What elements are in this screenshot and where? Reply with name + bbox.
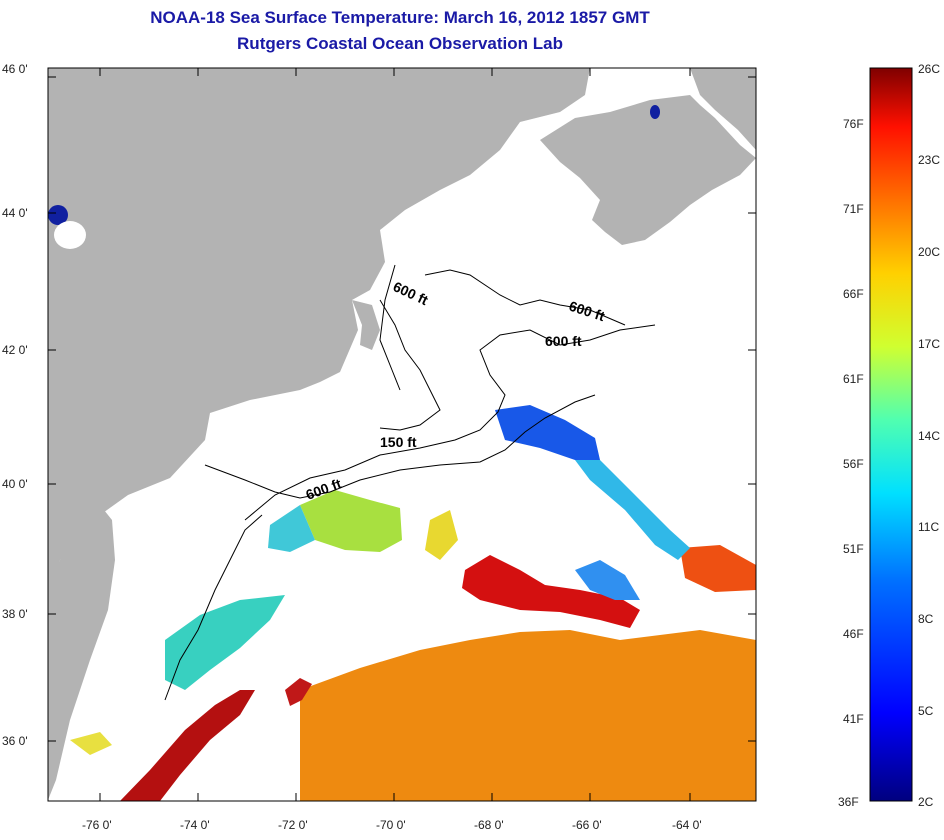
y-tick-36: 36 0' [2, 734, 28, 748]
y-tick-46: 46 0' [2, 62, 28, 76]
scale-f-56: 56F [843, 457, 864, 471]
frame-border [47, 67, 757, 802]
scale-f-36: 36F [838, 795, 859, 809]
sst-blue-patch [575, 560, 640, 600]
axis-ticks [48, 68, 756, 801]
scale-c-5: 5C [918, 704, 934, 718]
scale-f-46: 46F [843, 627, 864, 641]
scale-c-2: 2C [918, 795, 934, 809]
sst-gulfstream-north [462, 555, 640, 628]
scale-f-61: 61F [843, 372, 864, 386]
contour-label-150: 150 ft [380, 434, 417, 450]
y-tick-40: 40 0' [2, 477, 28, 491]
x-tick-68: -68 0' [474, 818, 504, 832]
sst-yellow-patch [425, 510, 458, 560]
color-scale-bar [869, 67, 913, 802]
sst-shelf-yellowgreen [300, 490, 402, 552]
sst-red-blob [285, 678, 312, 706]
scale-f-41: 41F [843, 712, 864, 726]
scale-f-66: 66F [843, 287, 864, 301]
sst-cold-band [495, 405, 600, 460]
land-delmarva [48, 505, 115, 800]
x-tick-72: -72 0' [278, 818, 308, 832]
map-title: NOAA-18 Sea Surface Temperature: March 1… [150, 8, 650, 27]
scale-c-8: 8C [918, 612, 934, 626]
x-tick-64: -64 0' [672, 818, 702, 832]
map-subtitle: Rutgers Coastal Ocean Observation Lab [237, 34, 563, 53]
scale-c-23: 23C [918, 153, 941, 167]
scale-c-17: 17C [918, 337, 941, 351]
bathymetry-contours [164, 264, 656, 701]
x-tick-70: -70 0' [376, 818, 406, 832]
land-nova-scotia [540, 95, 756, 245]
land-us-canada [48, 68, 590, 610]
sst-shelf-edge-red [120, 690, 255, 801]
sst-coastal-yellow [70, 732, 112, 755]
scale-c-26: 26C [918, 62, 941, 76]
x-tick-66: -66 0' [572, 818, 602, 832]
scale-f-51: 51F [843, 542, 864, 556]
sst-warm-east [680, 545, 756, 592]
y-tick-44: 44 0' [2, 206, 28, 220]
scale-f-76: 76F [843, 117, 864, 131]
sst-warm-region [300, 630, 756, 801]
contour-label-600-mid: 600 ft [545, 333, 582, 349]
x-tick-76: -76 0' [82, 818, 112, 832]
scale-c-20: 20C [918, 245, 941, 259]
scale-c-14: 14C [918, 429, 941, 443]
y-tick-42: 42 0' [2, 343, 28, 357]
sst-shelf-teal [268, 505, 315, 552]
scale-f-71: 71F [843, 202, 864, 216]
y-tick-38: 38 0' [2, 607, 28, 621]
land-cape-cod [352, 300, 380, 350]
sst-shelf-slope-band [575, 460, 690, 560]
x-tick-74: -74 0' [180, 818, 210, 832]
land-newfoundland [690, 68, 756, 150]
sst-shelf-cyan [165, 595, 285, 690]
scale-c-11: 11C [918, 520, 940, 534]
